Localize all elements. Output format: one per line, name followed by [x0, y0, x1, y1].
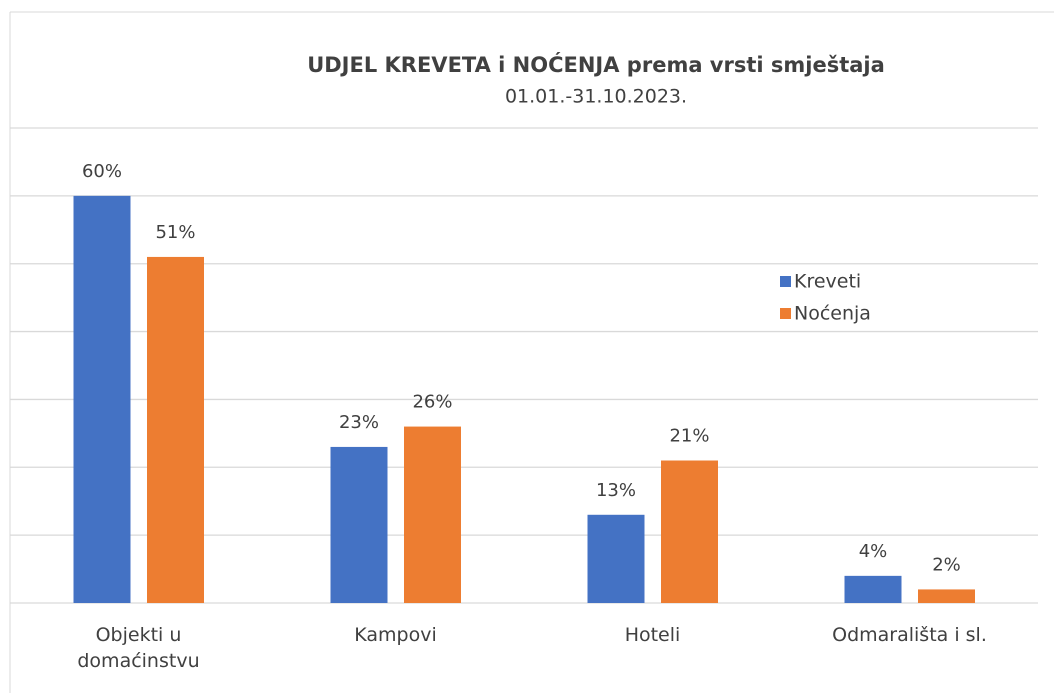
- bar: [844, 575, 902, 603]
- legend-swatch: [780, 276, 791, 287]
- data-label: 4%: [859, 541, 888, 562]
- data-label: 51%: [155, 222, 195, 243]
- bar: [73, 195, 131, 603]
- data-label: 23%: [339, 412, 379, 433]
- x-tick-label: Objekti u domaćinstvu: [77, 624, 200, 672]
- data-label: 2%: [932, 554, 961, 575]
- data-label: 21%: [669, 426, 709, 447]
- bar: [147, 256, 204, 603]
- chart-title: UDJEL KREVETA i NOĆENJA prema vrsti smje…: [307, 52, 885, 77]
- x-tick-label: Hoteli: [624, 624, 681, 646]
- bar: [404, 426, 461, 603]
- bar: [661, 460, 718, 603]
- data-label: 13%: [596, 480, 636, 501]
- data-label: 60%: [82, 161, 122, 182]
- legend-swatch: [780, 308, 791, 319]
- x-tick-label: Odmarališta i sl.: [832, 624, 987, 646]
- data-label: 26%: [412, 392, 452, 413]
- chart-subtitle: 01.01.-31.10.2023.: [505, 86, 687, 108]
- legend-label: Noćenja: [794, 303, 871, 325]
- legend-label: Kreveti: [794, 271, 861, 293]
- bar: [587, 514, 645, 603]
- bar: [330, 446, 388, 603]
- x-tick-label: Kampovi: [354, 624, 437, 646]
- bar: [918, 589, 975, 603]
